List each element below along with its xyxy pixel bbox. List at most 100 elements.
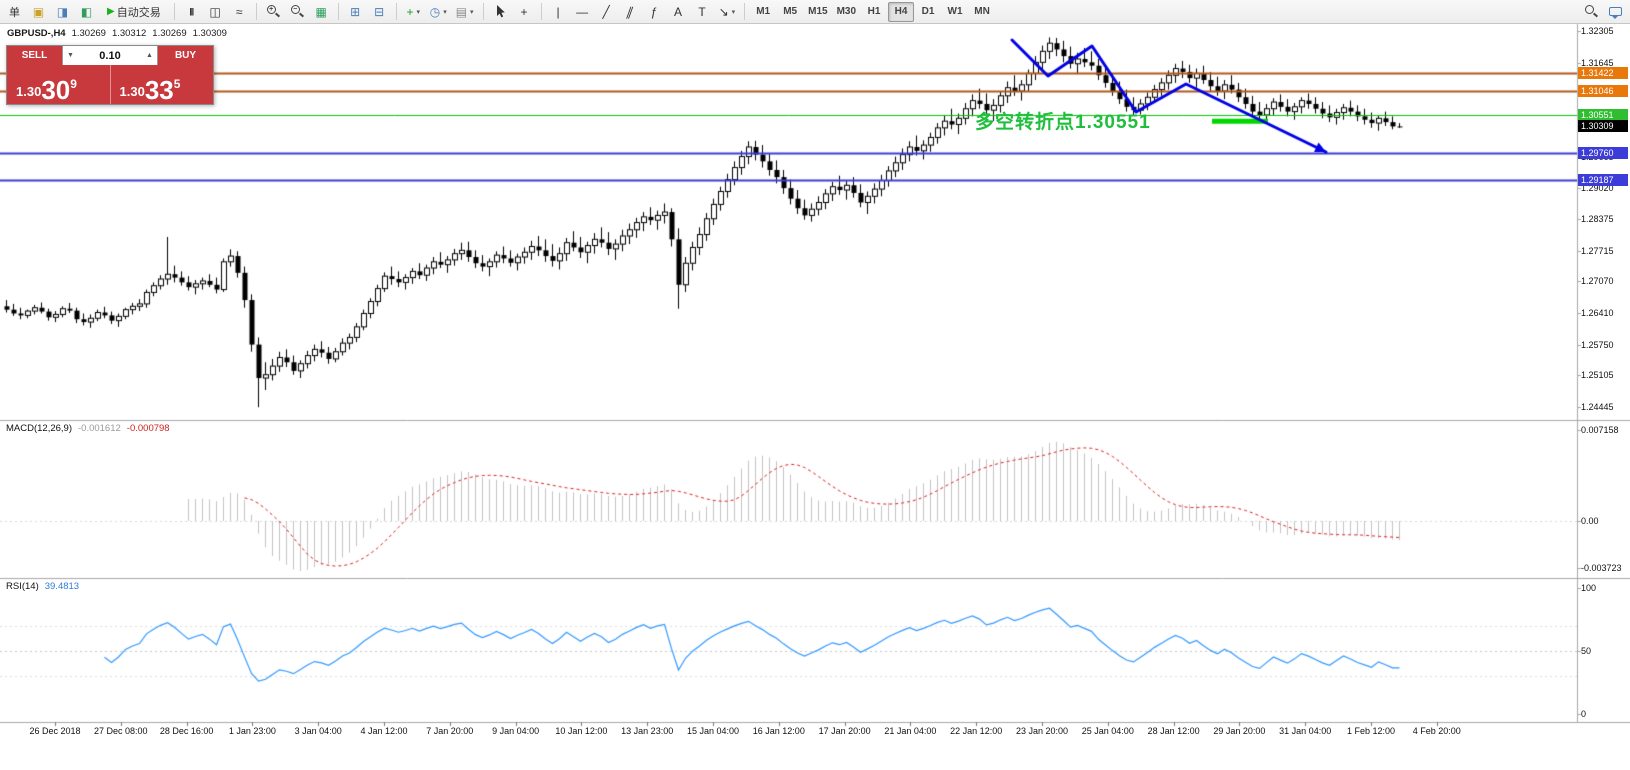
volume-increase-arrow[interactable]: ▲ xyxy=(146,52,153,59)
label-icon: T xyxy=(698,4,706,19)
tile-windows-icon[interactable]: ⊞ xyxy=(344,2,367,22)
volume-decrease-arrow[interactable]: ▼ xyxy=(67,52,74,59)
market-watch-icon: ◧ xyxy=(80,4,93,19)
label-icon[interactable]: T xyxy=(691,2,714,22)
new-chart-icon[interactable]: ▣ xyxy=(27,2,50,22)
macd-name: MACD(12,26,9) xyxy=(6,423,72,434)
templates-icon[interactable]: ▤ ▾ xyxy=(452,2,478,22)
zoom-out-icon[interactable]: − xyxy=(286,2,309,22)
timeframe-mn-button[interactable]: MN xyxy=(969,2,995,22)
templates-icon: ▤ xyxy=(455,4,468,19)
rsi-pane-label: RSI(14) 39.4813 xyxy=(6,581,79,592)
ohlc-low: 1.30269 xyxy=(152,28,187,39)
crosshair-icon[interactable]: + xyxy=(513,2,536,22)
horizontal-line-icon: — xyxy=(576,4,589,19)
arrows-icon[interactable]: ↘ ▾ xyxy=(715,2,740,22)
indicators-icon[interactable]: + ▾ xyxy=(402,2,425,22)
zoom-in-icon: + xyxy=(266,5,280,18)
macd-pane-label: MACD(12,26,9) -0.001612 -0.000798 xyxy=(6,423,170,434)
fibonacci-icon[interactable]: ƒ xyxy=(643,2,666,22)
buy-price[interactable]: 1.30 33 5 xyxy=(111,65,214,104)
sell-price[interactable]: 1.30 30 9 xyxy=(7,65,110,104)
arrange-windows-icon[interactable]: ⊟ xyxy=(368,2,391,22)
buy-price-base: 1.30 xyxy=(119,84,145,99)
dropdown-caret-icon: ▾ xyxy=(443,8,447,16)
sell-price-pips: 30 xyxy=(41,74,71,105)
channel-icon[interactable]: ∥ xyxy=(619,2,642,22)
grid-icon[interactable]: ▦ xyxy=(310,2,333,22)
arrows-icon: ↘ xyxy=(718,4,729,19)
new-order-button[interactable]: 单 xyxy=(3,2,26,22)
timeframe-m15-button[interactable]: M15 xyxy=(804,2,831,22)
buy-button[interactable]: BUY xyxy=(158,46,213,65)
rsi-name: RSI(14) xyxy=(6,581,39,592)
line-chart-icon: ≈ xyxy=(235,4,243,19)
horizontal-line-icon[interactable]: — xyxy=(571,2,594,22)
one-click-trading-panel: SELL ▼ 0.10 ▲ BUY 1.30 30 9 1.30 33 5 xyxy=(6,45,214,105)
tile-windows-icon: ⊞ xyxy=(350,4,361,19)
timeframe-h1-button[interactable]: H1 xyxy=(861,2,887,22)
search-icon[interactable] xyxy=(1580,2,1603,22)
symbol-period-label: GBPUSD-,H4 xyxy=(7,28,66,39)
toolbar-separator xyxy=(540,3,542,20)
indicators-icon: + xyxy=(406,4,414,19)
fibonacci-icon: ƒ xyxy=(650,4,658,19)
pivot-annotation-text[interactable]: 多空转折点1.30551 xyxy=(975,112,1151,133)
periods-icon: ◷ xyxy=(429,4,441,19)
vertical-line-icon[interactable]: | xyxy=(547,2,570,22)
vertical-line-icon: | xyxy=(556,4,560,19)
sell-button[interactable]: SELL xyxy=(7,46,62,65)
profiles-icon[interactable]: ◨ xyxy=(51,2,74,22)
timeframe-d1-button[interactable]: D1 xyxy=(915,2,941,22)
zoom-in-icon[interactable]: + xyxy=(262,2,285,22)
volume-stepper[interactable]: ▼ 0.10 ▲ xyxy=(62,46,158,65)
line-chart-icon[interactable]: ≈ xyxy=(228,2,251,22)
toolbar-separator xyxy=(482,3,484,20)
chart-symbol-info: GBPUSD-,H4 1.30269 1.30312 1.30269 1.303… xyxy=(7,28,227,39)
macd-main-value: -0.001612 xyxy=(78,423,121,434)
buy-price-fraction: 5 xyxy=(173,77,181,91)
trendline-icon: ╱ xyxy=(602,4,610,19)
zoom-out-icon: − xyxy=(290,5,304,18)
market-watch-icon[interactable]: ◧ xyxy=(75,2,98,22)
price-divider xyxy=(109,65,111,104)
periods-icon[interactable]: ◷ ▾ xyxy=(426,2,451,22)
ohlc-open: 1.30269 xyxy=(71,28,106,39)
sell-price-base: 1.30 xyxy=(16,84,42,99)
text-icon[interactable]: A xyxy=(667,2,690,22)
macd-signal-value: -0.000798 xyxy=(126,423,170,434)
auto-trading-button[interactable]: ▶ 自动交易 xyxy=(99,2,169,22)
timeframe-m30-button[interactable]: M30 xyxy=(833,2,860,22)
play-icon: ▶ xyxy=(107,6,115,17)
toolbar-separator xyxy=(395,3,397,20)
timeframe-w1-button[interactable]: W1 xyxy=(942,2,968,22)
timeframe-h4-button[interactable]: H4 xyxy=(888,1,915,22)
chat-icon xyxy=(1609,7,1622,19)
trendline-icon[interactable]: ╱ xyxy=(595,2,618,22)
arrange-windows-icon: ⊟ xyxy=(374,4,385,19)
sell-price-fraction: 9 xyxy=(70,77,77,91)
timeframe-m5-button[interactable]: M5 xyxy=(777,2,803,22)
rsi-value: 39.4813 xyxy=(44,581,80,592)
crosshair-icon: + xyxy=(520,4,528,19)
toolbar-separator xyxy=(255,3,257,20)
chat-icon[interactable] xyxy=(1604,2,1627,22)
dropdown-caret-icon: ▾ xyxy=(416,8,420,16)
profiles-icon: ◨ xyxy=(56,4,69,19)
volume-value[interactable]: 0.10 xyxy=(99,49,121,62)
bar-chart-icon[interactable]: ||| xyxy=(180,2,203,22)
candlestick-chart-icon[interactable]: ◫ xyxy=(204,2,227,22)
ohlc-high: 1.30312 xyxy=(111,28,147,39)
timeframe-m1-button[interactable]: M1 xyxy=(750,2,776,22)
toolbar-separator xyxy=(173,3,175,20)
channel-icon: ∥ xyxy=(624,4,636,19)
cursor-icon[interactable] xyxy=(489,2,512,22)
ohlc-close: 1.30309 xyxy=(192,28,227,39)
new-chart-icon: ▣ xyxy=(32,4,45,19)
grid-icon: ▦ xyxy=(315,4,327,19)
toolbar-separator xyxy=(744,3,746,20)
cursor-arrow-glyph xyxy=(496,5,505,18)
buy-price-pips: 33 xyxy=(144,74,174,105)
